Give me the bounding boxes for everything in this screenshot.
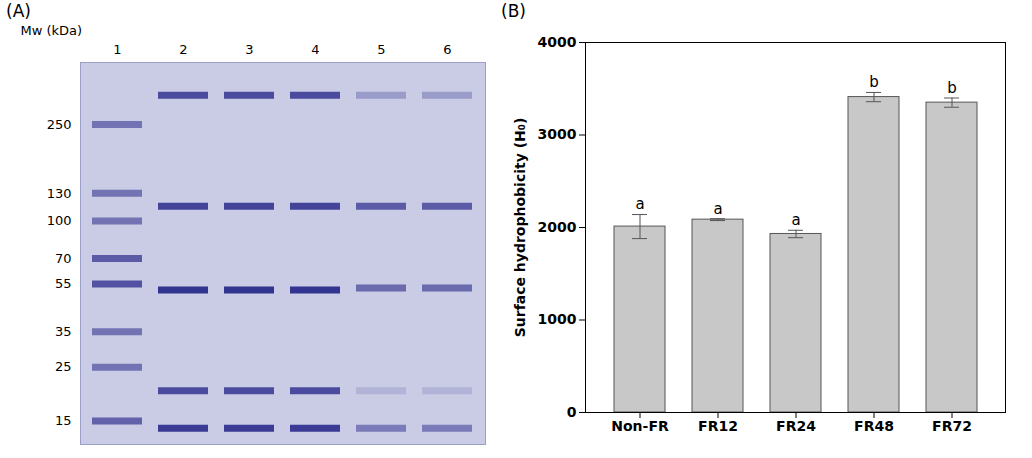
svg-text:Mw (kDa): Mw (kDa) <box>21 23 83 38</box>
svg-text:2: 2 <box>179 42 187 57</box>
html-text:(A): (A) <box>6 1 31 21</box>
svg-text:b: b <box>947 79 957 97</box>
svg-text:FR48: FR48 <box>854 418 894 434</box>
html-text:(B): (B) <box>501 1 526 21</box>
svg-text:a: a <box>635 195 644 213</box>
svg-text:70: 70 <box>55 251 72 266</box>
svg-text:1000: 1000 <box>538 311 577 327</box>
svg-text:1: 1 <box>113 42 121 57</box>
svg-text:5: 5 <box>377 42 385 57</box>
svg-text:35: 35 <box>55 324 72 339</box>
svg-text:b: b <box>869 73 879 91</box>
svg-text:3000: 3000 <box>538 126 577 142</box>
svg-text:a: a <box>713 200 722 218</box>
svg-text:Non-FR: Non-FR <box>611 418 669 434</box>
svg-text:55: 55 <box>55 276 72 291</box>
svg-text:FR72: FR72 <box>932 418 972 434</box>
svg-text:2000: 2000 <box>538 219 577 235</box>
svg-text:250: 250 <box>47 117 72 132</box>
svg-text:130: 130 <box>47 186 72 201</box>
svg-text:3: 3 <box>245 42 253 57</box>
svg-text:4000: 4000 <box>538 34 577 50</box>
svg-text:FR12: FR12 <box>698 418 738 434</box>
svg-text:15: 15 <box>55 413 72 428</box>
svg-text:FR24: FR24 <box>776 418 816 434</box>
svg-text:Surface hydrophobicity (H₀): Surface hydrophobicity (H₀) <box>512 118 528 338</box>
svg-text:6: 6 <box>443 42 451 57</box>
svg-text:a: a <box>791 211 800 229</box>
svg-text:100: 100 <box>47 213 72 228</box>
svg-text:4: 4 <box>311 42 319 57</box>
svg-text:25: 25 <box>55 359 72 374</box>
svg-text:0: 0 <box>567 404 577 420</box>
